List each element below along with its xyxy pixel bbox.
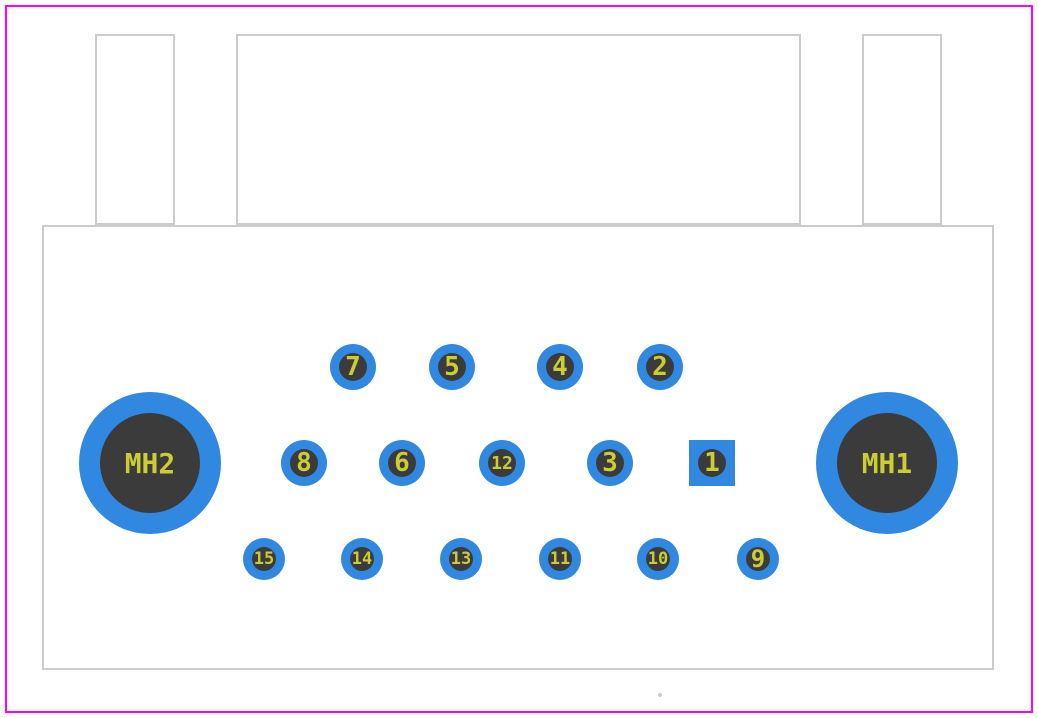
pin-13: 13 bbox=[440, 538, 482, 580]
pin-label: 9 bbox=[751, 545, 765, 573]
pin-label: 11 bbox=[550, 549, 570, 569]
pin-5: 5 bbox=[429, 344, 475, 390]
pin-9: 9 bbox=[737, 538, 779, 580]
component-outline-1 bbox=[95, 34, 175, 225]
pin-label: 1 bbox=[704, 448, 720, 478]
orientation-dot bbox=[658, 693, 662, 697]
pin-14: 14 bbox=[341, 538, 383, 580]
pin-3: 3 bbox=[587, 440, 633, 486]
pin-12: 12 bbox=[479, 440, 525, 486]
pin-11: 11 bbox=[539, 538, 581, 580]
pin-7: 7 bbox=[330, 344, 376, 390]
pin-label: 5 bbox=[444, 352, 460, 382]
pin-label: 15 bbox=[254, 549, 274, 569]
pin-label: 6 bbox=[394, 448, 410, 478]
pin-label: 4 bbox=[552, 352, 568, 382]
pin-label: 7 bbox=[345, 352, 361, 382]
mounting-hole-mh2: MH2 bbox=[79, 392, 221, 534]
pin-label: 8 bbox=[296, 448, 312, 478]
pin-8: 8 bbox=[281, 440, 327, 486]
component-outline-3 bbox=[862, 34, 942, 225]
pin-4: 4 bbox=[537, 344, 583, 390]
pin-2: 2 bbox=[637, 344, 683, 390]
pin-label: 2 bbox=[652, 352, 668, 382]
mounting-hole-label: MH1 bbox=[862, 447, 913, 480]
mounting-hole-label: MH2 bbox=[125, 447, 176, 480]
pin-15: 15 bbox=[243, 538, 285, 580]
component-outline-2 bbox=[236, 34, 801, 225]
pin-label: 10 bbox=[648, 549, 668, 569]
pin-label: 12 bbox=[491, 453, 513, 474]
pin-1: 1 bbox=[689, 440, 735, 486]
pin-label: 3 bbox=[602, 448, 618, 478]
pin-6: 6 bbox=[379, 440, 425, 486]
pin-label: 14 bbox=[352, 549, 372, 569]
mounting-hole-mh1: MH1 bbox=[816, 392, 958, 534]
pin-label: 13 bbox=[451, 549, 471, 569]
pin-10: 10 bbox=[637, 538, 679, 580]
